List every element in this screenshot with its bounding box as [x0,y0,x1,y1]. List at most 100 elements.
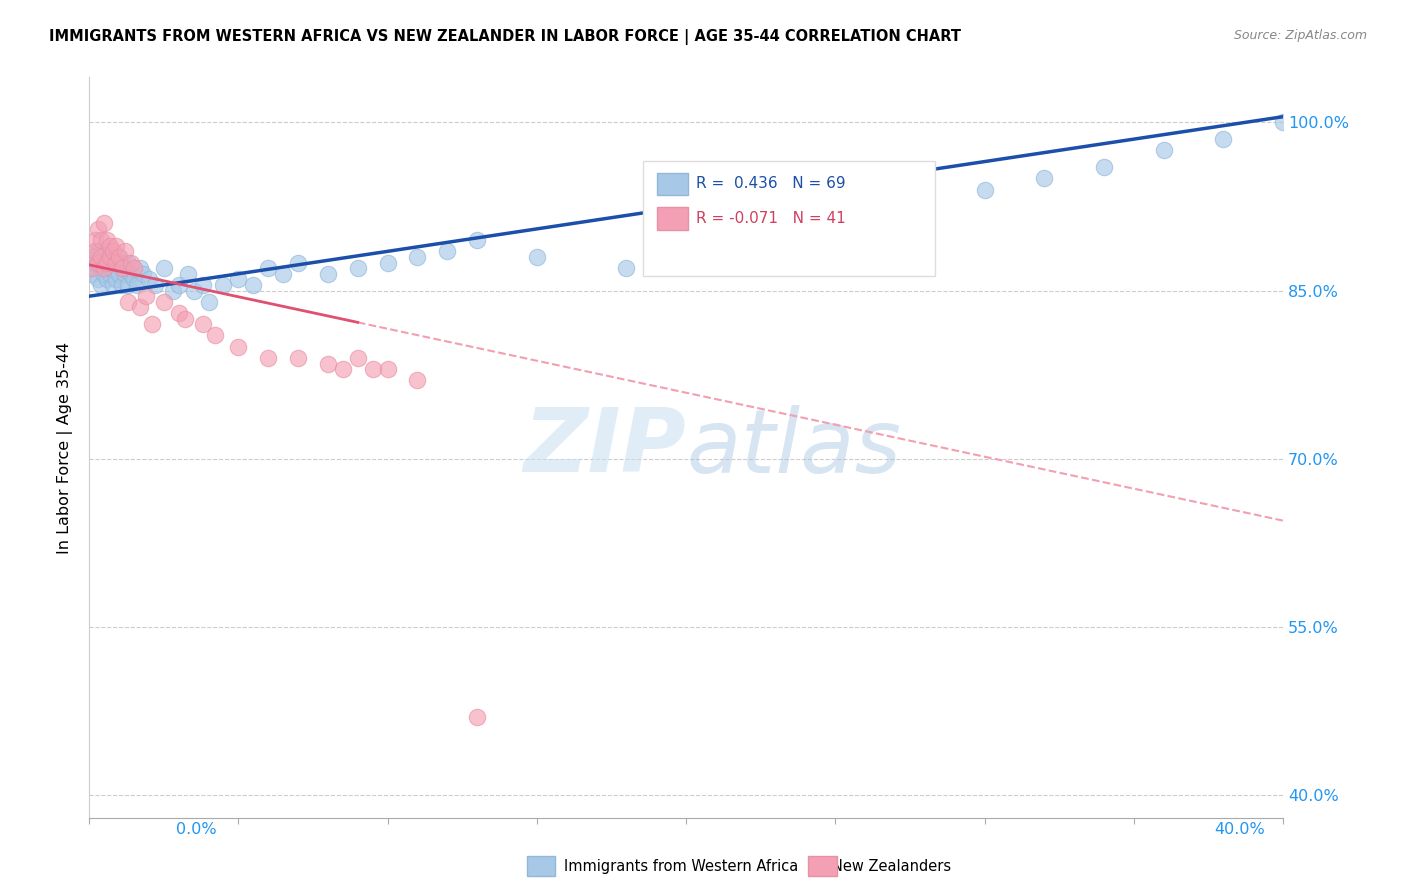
Point [228,272,250,286]
Point [114,267,136,281]
Point [111,278,134,293]
Point [90,278,112,293]
Point [176,267,198,281]
Point [117,278,139,293]
Text: R = -0.071   N = 41: R = -0.071 N = 41 [696,211,846,226]
Point [105,255,128,269]
Point [675,250,697,264]
Point [436,244,458,259]
Point [406,250,429,264]
Point [98,238,121,252]
Point [96,272,118,286]
Point [734,227,756,242]
Point [346,261,368,276]
Point [84,233,107,247]
Point [108,250,131,264]
Point [105,238,128,252]
Point [108,250,131,264]
Text: ZIP: ZIP [523,404,686,491]
Point [98,261,121,276]
Text: Source: ZipAtlas.com: Source: ZipAtlas.com [1233,29,1367,42]
Point [228,340,250,354]
Point [117,255,139,269]
Text: atlas: atlas [686,405,901,491]
Point [406,373,429,387]
Point [141,318,163,332]
Point [1212,132,1234,146]
Point [87,255,110,269]
Point [316,357,339,371]
Point [152,261,174,276]
Point [973,183,995,197]
Point [122,272,145,286]
Point [122,261,145,276]
Point [212,278,235,293]
Point [87,222,110,236]
Point [87,244,110,259]
Point [87,272,110,286]
Point [96,244,118,259]
Point [98,255,121,269]
Point [162,284,184,298]
Point [135,289,157,303]
Point [90,233,112,247]
Point [93,267,115,281]
Point [101,244,124,259]
Point [101,261,124,276]
Point [173,311,195,326]
Point [101,278,124,293]
Point [93,250,115,264]
Point [332,362,354,376]
Point [271,267,294,281]
Point [111,261,134,276]
Point [108,267,131,281]
Point [191,318,214,332]
Point [84,244,107,259]
Point [1153,144,1175,158]
Point [117,294,139,309]
Point [191,278,214,293]
Point [287,351,309,365]
Point [120,267,142,281]
Point [614,261,637,276]
Text: R =  0.436   N = 69: R = 0.436 N = 69 [696,177,846,191]
Point [204,328,226,343]
Point [143,278,166,293]
Point [90,261,112,276]
Y-axis label: In Labor Force | Age 35-44: In Labor Force | Age 35-44 [58,342,73,554]
Point [824,216,846,230]
Point [128,261,150,276]
Point [93,255,115,269]
Point [93,216,115,230]
Text: IMMIGRANTS FROM WESTERN AFRICA VS NEW ZEALANDER IN LABOR FORCE | AGE 35-44 CORRE: IMMIGRANTS FROM WESTERN AFRICA VS NEW ZE… [49,29,962,45]
Text: 0.0%: 0.0% [176,822,217,838]
Point [167,306,190,320]
Point [105,272,128,286]
Point [90,250,112,264]
Point [87,255,110,269]
Point [98,267,121,281]
Point [377,362,399,376]
Point [287,255,309,269]
Point [167,278,190,293]
Point [1033,171,1056,186]
Point [84,250,107,264]
Point [316,267,339,281]
Point [125,278,148,293]
Point [82,261,104,276]
Point [361,362,384,376]
Point [152,294,174,309]
Point [96,255,118,269]
Text: New Zealanders: New Zealanders [832,859,952,873]
Point [197,294,219,309]
Point [101,250,124,264]
Point [1092,160,1115,174]
Point [93,261,115,276]
Point [114,261,136,276]
Point [884,205,907,219]
Point [257,351,280,365]
Point [96,233,118,247]
Point [82,267,104,281]
Point [242,278,264,293]
Text: Immigrants from Western Africa: Immigrants from Western Africa [564,859,799,873]
